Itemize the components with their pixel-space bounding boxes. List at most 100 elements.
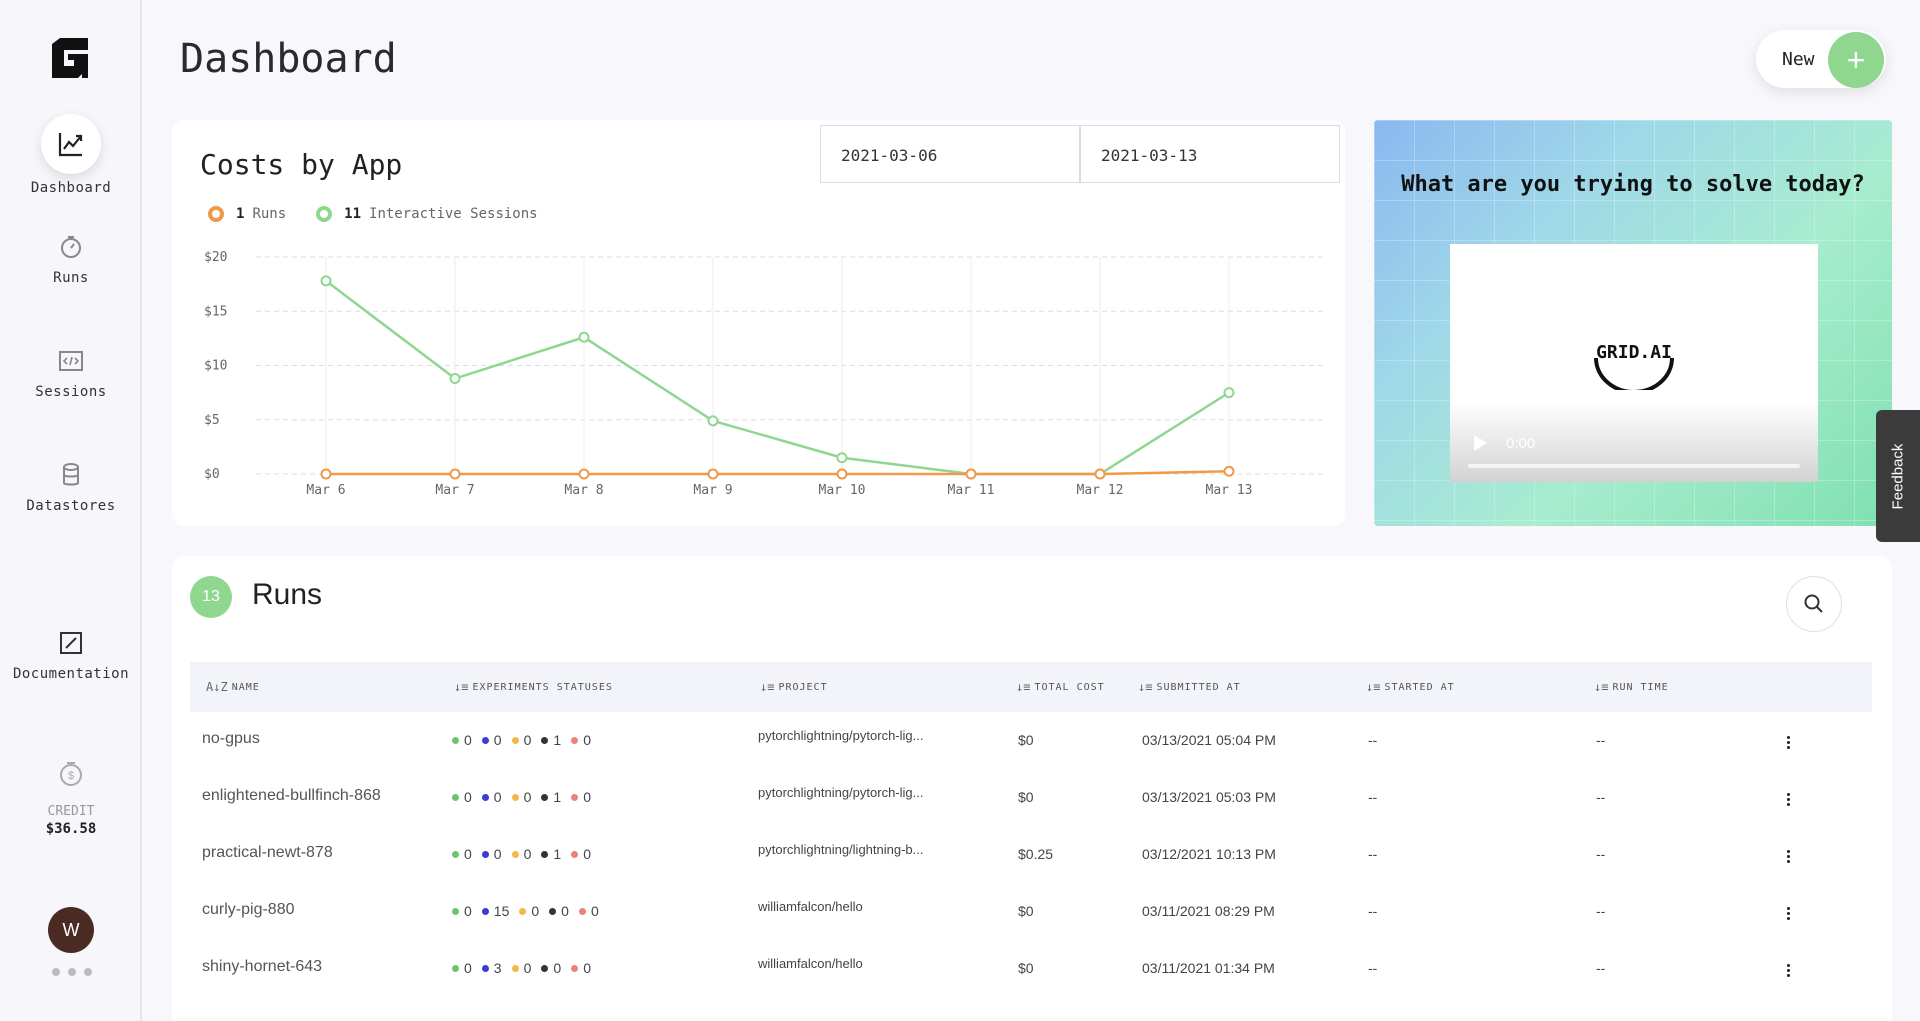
date-from-input[interactable]: 2021-03-06 [820,125,1080,183]
more-menu-icon[interactable] [52,968,92,976]
project[interactable]: pytorchlightning/pytorch-lig... [758,728,924,743]
status-value: 0 [464,903,472,919]
total-cost: $0 [1018,732,1034,748]
run-name[interactable]: no-gpus [202,730,260,747]
table-row[interactable]: curly-pig-880 0 15 0 0 0 williamfalcon/hello $0… [190,883,1872,940]
status-dot-icon [452,964,459,972]
column-header-total-cost[interactable]: ↓≡ TOTAL COST [1016,680,1105,694]
submitted-at: 03/12/2021 10:13 PM [1142,846,1276,862]
column-header-started-at[interactable]: ↓≡ STARTED AT [1366,680,1455,694]
submitted-at: 03/11/2021 08:29 PM [1142,903,1275,919]
project[interactable]: pytorchlightning/lightning-b... [758,842,924,857]
status-count: 0 [571,789,591,805]
y-tick-label: $20 [204,250,227,265]
new-button[interactable]: New + [1756,30,1886,88]
play-icon[interactable] [1472,434,1488,452]
status-value: 0 [523,732,532,748]
table-row[interactable]: shiny-hornet-643 0 3 0 0 0 williamfalcon/hello… [190,940,1872,997]
sidebar: Dashboard Runs Sessions Datastores Docum… [0,0,142,1021]
sidebar-item-datastores[interactable]: Datastores [0,458,142,514]
run-name[interactable]: curly-pig-880 [202,901,295,918]
video-progress-bar[interactable] [1468,464,1800,468]
status-dot-icon [541,964,549,972]
column-header-project[interactable]: ↓≡ PROJECT [760,680,828,694]
experiment-statuses: 0 0 0 1 0 [452,846,601,862]
run-name[interactable]: practical-newt-878 [202,844,333,861]
sidebar-item-documentation[interactable]: Documentation [0,626,142,682]
data-point [578,331,590,343]
column-label: NAME [231,681,260,693]
column-header-name[interactable]: A↓Z NAME [206,680,260,694]
total-cost: $0 [1018,789,1034,805]
column-header-statuses[interactable]: ↓≡ EXPERIMENTS STATUSES [454,680,613,694]
plus-icon: + [1828,32,1884,88]
status-dot-icon [452,907,459,915]
status-dot-icon [481,907,489,915]
table-row[interactable]: enlightened-bullfinch-868 0 0 0 1 0 pytorchlig… [190,769,1872,826]
y-tick-label: $5 [204,413,220,428]
submitted-at: 03/13/2021 05:03 PM [1142,789,1276,805]
status-dot-icon [452,850,459,858]
row-menu-icon[interactable] [1778,846,1798,866]
sidebar-item-label: Documentation [12,666,130,682]
legend-item-sessions[interactable]: 11 Interactive Sessions [316,206,538,222]
status-value: 0 [583,960,591,976]
project[interactable]: williamfalcon/hello [758,956,863,971]
legend-ring-icon [208,206,224,222]
row-menu-icon[interactable] [1778,903,1798,923]
run-time: -- [1596,960,1606,976]
sort-icon: ↓≡ [1016,680,1031,694]
column-header-run-time[interactable]: ↓≡ RUN TIME [1594,680,1669,694]
project[interactable]: pytorchlightning/pytorch-lig... [758,785,924,800]
data-point [320,275,332,287]
grid-logo[interactable] [48,36,92,80]
grid-ai-logo: GRID.AI [1594,342,1674,390]
sidebar-item-runs[interactable]: Runs [0,230,142,286]
edit-icon [41,626,101,660]
data-point [578,468,590,480]
code-file-icon [41,344,101,378]
column-label: RUN TIME [1612,681,1669,693]
status-dot-icon [511,964,519,972]
project[interactable]: williamfalcon/hello [758,899,863,914]
status-count: 0 [452,732,472,748]
run-name[interactable]: shiny-hornet-643 [202,958,323,975]
y-tick-label: $15 [204,304,227,319]
run-time: -- [1596,789,1606,805]
database-icon [41,458,101,492]
legend-item-runs[interactable]: 1 Runs [208,206,286,222]
row-menu-icon[interactable] [1778,732,1798,752]
status-value: 0 [583,789,591,805]
data-point [1223,387,1235,399]
credit-label: CREDIT [47,804,95,819]
row-menu-icon[interactable] [1778,789,1798,809]
status-count: 0 [511,960,531,976]
column-header-submitted-at[interactable]: ↓≡ SUBMITTED AT [1138,680,1241,694]
video-player[interactable]: GRID.AI 0:00 [1450,244,1818,482]
feedback-tab[interactable]: Feedback [1876,410,1920,542]
x-tick-label: Mar 8 [564,483,603,498]
sidebar-item-label: Dashboard [30,180,112,196]
table-row[interactable]: no-gpus 0 0 0 1 0 pytorchlightning/pytorch-lig… [190,712,1872,769]
table-row[interactable]: practical-newt-878 0 0 0 1 0 pytorchlightning/… [190,826,1872,883]
avatar[interactable]: W [48,907,94,953]
x-tick-label: Mar 13 [1206,483,1253,498]
series-line-0 [325,279,1230,476]
sidebar-item-sessions[interactable]: Sessions [0,344,142,400]
search-icon [1804,594,1823,613]
status-count: 1 [541,789,561,805]
legend-count: 11 [344,206,362,222]
date-to-input[interactable]: 2021-03-13 [1080,125,1340,183]
status-dot-icon [571,793,579,801]
status-value: 1 [553,789,562,805]
sidebar-item-dashboard[interactable]: Dashboard [0,114,142,196]
status-dot-icon [578,907,586,915]
credit-panel: $ CREDIT $36.58 [0,760,142,837]
status-count: 0 [452,846,472,862]
runs-table-header: A↓Z NAME ↓≡ EXPERIMENTS STATUSES ↓≡ PROJECT… [190,662,1872,712]
sort-icon: ↓≡ [760,680,775,694]
search-button[interactable] [1786,576,1842,632]
run-name[interactable]: enlightened-bullfinch-868 [202,787,381,804]
row-menu-icon[interactable] [1778,960,1798,980]
costs-chart-card: Costs by App 2021-03-06 2021-03-13 1 Run… [172,120,1345,526]
